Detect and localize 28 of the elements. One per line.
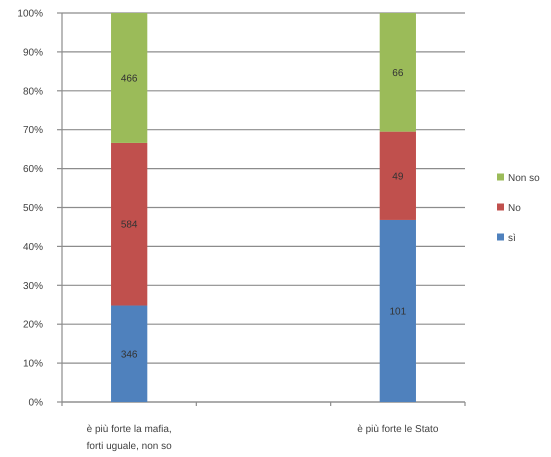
y-tick-label: 60% xyxy=(22,164,44,176)
y-tick-label: 80% xyxy=(22,86,44,98)
y-tick-label: 90% xyxy=(22,47,44,58)
y-tick-label: 0% xyxy=(28,398,44,408)
annotation: 49 xyxy=(392,171,404,182)
bar xyxy=(380,132,416,220)
annotation: 346 xyxy=(120,349,138,360)
y-tick-label: 20% xyxy=(22,320,44,331)
bar xyxy=(380,13,416,132)
bar xyxy=(111,306,148,402)
y-tick-label: 40% xyxy=(22,242,44,253)
y-tick-label: 30% xyxy=(22,280,44,292)
annotation: 101 xyxy=(389,306,407,318)
x-tick-label: è più forte le Stato xyxy=(357,424,439,435)
y-tick-label: 100% xyxy=(17,8,44,20)
annotation: 66 xyxy=(392,68,404,79)
bar xyxy=(380,220,416,402)
annotation: 584 xyxy=(120,220,138,231)
legend-label: Non so xyxy=(508,173,540,184)
y-tick-label: 50% xyxy=(22,203,44,214)
x-tick-label: è più forte la mafia, forti uguale, non so xyxy=(86,424,172,452)
legend-label: No xyxy=(508,203,522,214)
annotation: 466 xyxy=(120,73,138,84)
bar xyxy=(111,13,148,143)
y-tick-label: 10% xyxy=(22,358,44,370)
y-tick-label: 70% xyxy=(22,125,44,136)
bar xyxy=(111,142,148,306)
legend-label: sì xyxy=(508,233,516,244)
